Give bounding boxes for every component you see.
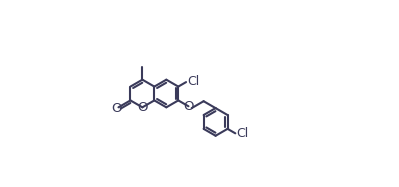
Text: Cl: Cl: [236, 127, 249, 140]
Text: O: O: [137, 101, 148, 114]
Text: O: O: [183, 100, 194, 113]
Text: Cl: Cl: [187, 75, 199, 88]
Text: O: O: [111, 102, 121, 115]
